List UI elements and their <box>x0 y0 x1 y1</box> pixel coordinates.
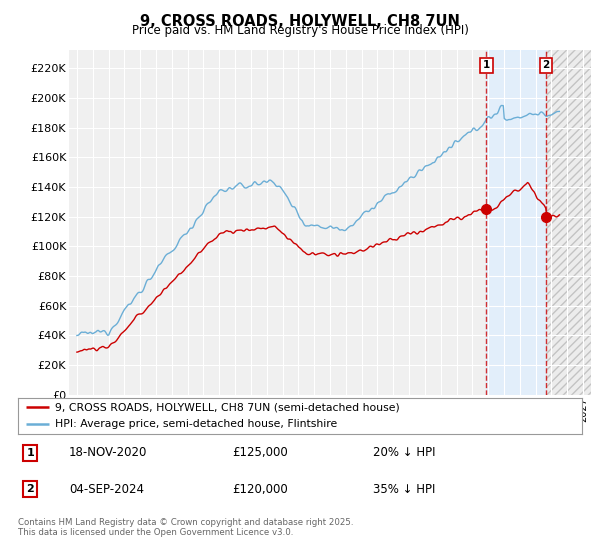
Bar <box>546 50 591 395</box>
Text: 20% ↓ HPI: 20% ↓ HPI <box>373 446 436 459</box>
Text: 2: 2 <box>26 484 34 494</box>
Text: 9, CROSS ROADS, HOLYWELL, CH8 7UN (semi-detached house): 9, CROSS ROADS, HOLYWELL, CH8 7UN (semi-… <box>55 403 400 412</box>
Text: 1: 1 <box>482 60 490 70</box>
Bar <box>546 50 591 395</box>
Bar <box>546 50 591 395</box>
Text: Contains HM Land Registry data © Crown copyright and database right 2025.
This d: Contains HM Land Registry data © Crown c… <box>18 518 353 538</box>
Text: 35% ↓ HPI: 35% ↓ HPI <box>373 483 436 496</box>
Text: 04-SEP-2024: 04-SEP-2024 <box>69 483 144 496</box>
Text: HPI: Average price, semi-detached house, Flintshire: HPI: Average price, semi-detached house,… <box>55 419 337 429</box>
Bar <box>486 50 546 395</box>
Text: 9, CROSS ROADS, HOLYWELL, CH8 7UN: 9, CROSS ROADS, HOLYWELL, CH8 7UN <box>140 14 460 29</box>
Text: £120,000: £120,000 <box>232 483 288 496</box>
Text: Price paid vs. HM Land Registry's House Price Index (HPI): Price paid vs. HM Land Registry's House … <box>131 24 469 37</box>
Text: 2: 2 <box>542 60 550 70</box>
Text: 1: 1 <box>26 448 34 458</box>
Text: 18-NOV-2020: 18-NOV-2020 <box>69 446 147 459</box>
Text: £125,000: £125,000 <box>232 446 288 459</box>
